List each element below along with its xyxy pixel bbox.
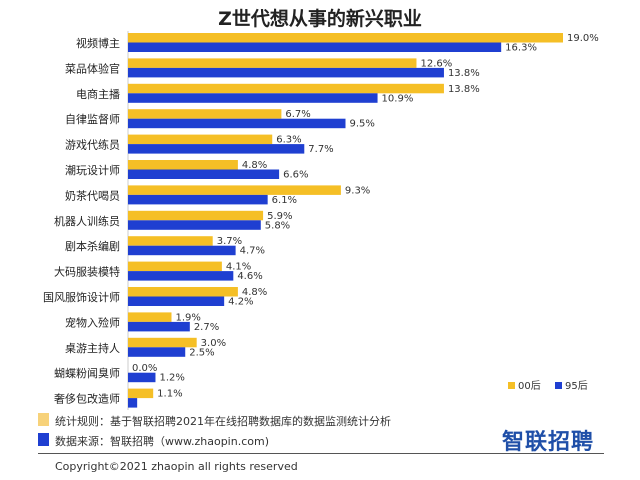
data-label: 12.6% xyxy=(420,58,452,69)
data-label: 1.9% xyxy=(176,312,201,323)
bar-95 xyxy=(128,372,156,383)
legend-swatch xyxy=(555,382,562,389)
rule-swatch xyxy=(38,413,49,426)
bar-95 xyxy=(128,347,186,357)
bar-00 xyxy=(128,236,213,246)
rule-note: 统计规则：基于智联招聘2021年在线招聘数据库的数据监测统计分析 xyxy=(55,415,391,428)
bar-00 xyxy=(128,83,444,94)
data-label: 6.7% xyxy=(285,109,310,120)
category-label: 桌游主持人 xyxy=(65,341,120,355)
data-label: 19.0% xyxy=(567,33,599,44)
data-label: 9.5% xyxy=(350,119,375,130)
data-label: 4.8% xyxy=(242,287,267,298)
category-label: 宠物入殓师 xyxy=(65,315,120,329)
bar-00 xyxy=(128,261,222,272)
data-label: 3.7% xyxy=(217,236,242,247)
legend-label: 95后 xyxy=(565,381,588,392)
data-label: 4.7% xyxy=(240,246,265,257)
data-label: 4.1% xyxy=(226,262,251,273)
source-note: 数据来源：智联招聘（www.zhaopin.com) xyxy=(55,435,269,448)
data-label: 10.9% xyxy=(382,93,414,104)
legend-item-95: 95后 xyxy=(555,377,588,392)
chart-title: Z世代想从事的新兴职业 xyxy=(218,8,422,30)
bar-95 xyxy=(128,194,268,205)
data-label: 3.0% xyxy=(201,338,226,349)
data-label: 4.6% xyxy=(237,271,262,282)
bar-00 xyxy=(128,287,238,297)
bar-95 xyxy=(128,93,378,103)
legend-swatch xyxy=(508,382,515,389)
source-swatch xyxy=(38,433,49,446)
bar-95 xyxy=(128,169,280,179)
bar-00 xyxy=(128,58,417,68)
legend-label: 00后 xyxy=(518,381,541,392)
data-label: 5.8% xyxy=(265,220,290,231)
data-label: 5.9% xyxy=(267,211,292,222)
divider xyxy=(38,453,604,454)
bar-00 xyxy=(128,312,172,322)
category-label: 潮玩设计师 xyxy=(65,163,120,177)
category-label: 视频博主 xyxy=(76,36,120,50)
data-label: 13.8% xyxy=(448,68,480,79)
bar-00 xyxy=(128,210,264,221)
data-label: 9.3% xyxy=(345,185,370,196)
data-label: 2.5% xyxy=(189,347,214,358)
bar-95 xyxy=(128,220,261,230)
bar-00 xyxy=(128,160,238,170)
category-label: 机器人训练员 xyxy=(54,214,120,228)
category-label: 电商主播 xyxy=(76,87,120,101)
data-label: 16.3% xyxy=(505,43,537,54)
category-label: 国风服饰设计师 xyxy=(43,290,120,304)
data-label: 7.7% xyxy=(308,144,333,155)
bar-00 xyxy=(128,134,273,145)
data-label: 6.3% xyxy=(276,135,301,146)
data-label: 6.1% xyxy=(272,195,297,206)
category-label: 奶茶代喝员 xyxy=(65,188,120,202)
bar-00 xyxy=(128,388,154,399)
data-label: 4.8% xyxy=(242,160,267,171)
data-label: 0.0% xyxy=(132,363,157,374)
bar-95 xyxy=(128,118,346,129)
bar-00 xyxy=(128,337,197,348)
bar-00 xyxy=(128,109,282,119)
category-label: 奢侈包改造师 xyxy=(54,392,120,406)
bar-95 xyxy=(128,245,236,256)
data-label: 6.6% xyxy=(283,170,308,181)
data-label: 2.7% xyxy=(194,322,219,333)
bar-00 xyxy=(128,185,341,195)
copyright: Copyright©2021 zhaopin all rights reserv… xyxy=(55,460,298,473)
category-label: 大码服装模特 xyxy=(54,265,120,279)
category-label: 剧本杀编剧 xyxy=(65,239,120,253)
bar-95 xyxy=(128,296,225,306)
bar-chart: 视频博主 19.0%16.3%菜品体验官 12.6%13.8%电商主播 13.8%10… xyxy=(43,31,599,410)
bar-95 xyxy=(128,42,502,52)
category-label: 自律监督师 xyxy=(65,112,120,126)
category-label: 菜品体验官 xyxy=(65,61,120,75)
data-label: 1.2% xyxy=(159,373,184,384)
legend-item-00: 00后 xyxy=(508,377,541,392)
bar-95 xyxy=(128,398,138,408)
data-label: 1.1% xyxy=(157,389,182,400)
data-label: 13.8% xyxy=(448,84,480,95)
data-label: 4.2% xyxy=(228,297,253,308)
bar-00 xyxy=(128,33,563,43)
category-label: 游戏代练员 xyxy=(65,138,120,152)
category-label: 蝴蝶粉闻臭师 xyxy=(54,366,120,380)
bar-95 xyxy=(128,271,234,281)
zhaopin-logo: 智联招聘 xyxy=(502,430,595,455)
bar-95 xyxy=(128,67,444,78)
bar-95 xyxy=(128,144,305,154)
bar-95 xyxy=(128,321,190,332)
